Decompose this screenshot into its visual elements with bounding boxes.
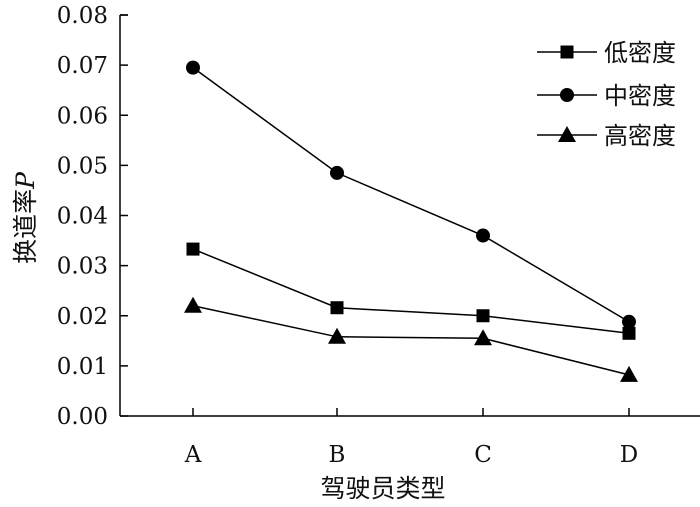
series-line [192,304,630,376]
data-point [474,329,492,346]
data-point [622,314,636,329]
x-tick-label: A [184,442,202,468]
legend-item: 低密度 [537,39,676,67]
legend-marker [558,126,576,142]
y-axis-label-symbol: P [11,171,40,190]
y-tick-label: 0.02 [57,304,108,330]
y-tick-label: 0.01 [57,354,108,380]
legend-marker [560,45,574,59]
y-axis-label-main: 换道率 [11,189,40,264]
legend-label: 低密度 [604,39,676,67]
y-tick-label: 0.08 [57,3,108,29]
legend-item: 中密度 [537,82,676,110]
axes [119,14,700,417]
y-tick-label: 0.06 [57,103,108,129]
y-tick-label: 0.00 [57,404,108,430]
series-line [192,248,630,335]
series-triangle [184,296,638,382]
x-tick-label: B [329,442,346,468]
data-point [476,228,490,243]
y-ticks: 0.00 0.01 0.02 0.03 0.04 0.05 0.06 0.07 0.08 [57,3,128,430]
series-line [192,67,630,323]
data-point [476,309,490,323]
y-tick-label: 0.03 [57,254,108,280]
data-point [330,301,344,315]
legend-item: 高密度 [537,122,676,150]
data-point [622,326,636,340]
y-tick-label: 0.04 [57,204,108,230]
series-group [184,60,638,382]
x-tick-label: C [474,442,492,468]
data-point [184,296,202,313]
y-tick-label: 0.07 [57,53,108,79]
series-square [186,242,636,340]
data-point [328,327,346,344]
x-ticks: A B C D [184,408,638,468]
x-tick-label: D [620,442,638,468]
legend-label: 中密度 [604,82,676,110]
data-point [186,242,200,256]
series-circle [186,60,636,329]
data-point [620,365,638,382]
x-axis-label: 驾驶员类型 [320,474,445,503]
data-point [186,60,200,75]
y-tick-label: 0.05 [57,153,108,179]
data-point [330,165,344,180]
y-axis-label: 换道率P [11,171,40,264]
legend-label: 高密度 [604,122,676,150]
legend-marker [560,88,574,102]
